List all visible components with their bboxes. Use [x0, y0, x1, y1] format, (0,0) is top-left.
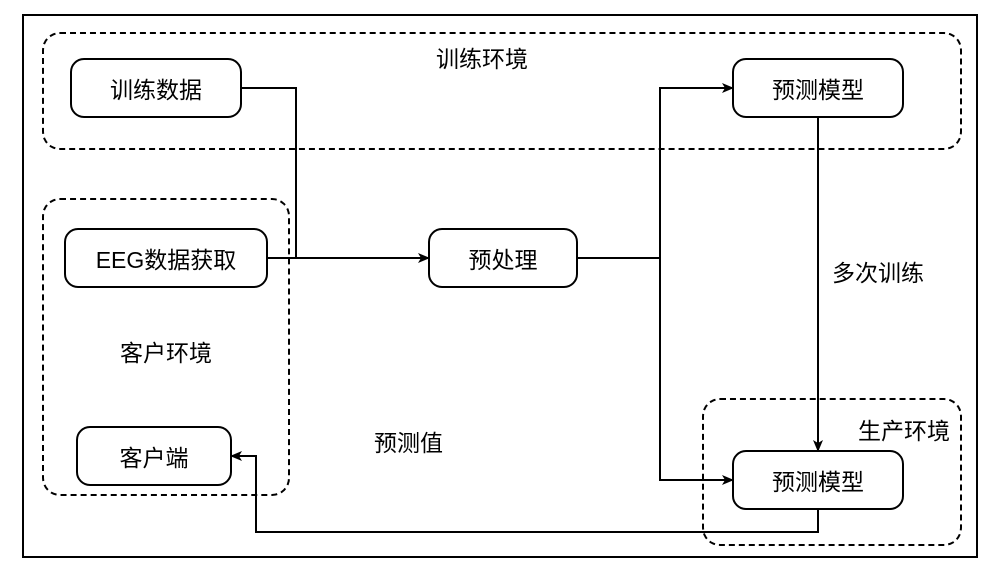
node-pred-model-b: 预测模型	[732, 450, 904, 510]
node-label: 预测模型	[772, 463, 864, 497]
node-preprocess: 预处理	[428, 228, 578, 288]
node-label: 预处理	[469, 241, 538, 275]
outer-frame: 训练数据 预测模型 EEG数据获取 预处理 客户端 预测模型 训练环境 客户环境…	[22, 14, 978, 558]
node-client: 客户端	[76, 426, 232, 486]
label-client-env: 客户环境	[120, 334, 212, 368]
node-eeg: EEG数据获取	[64, 228, 268, 288]
node-train-data: 训练数据	[70, 58, 242, 118]
node-label: 训练数据	[110, 71, 202, 105]
label-training-env: 训练环境	[436, 40, 528, 74]
node-label: 客户端	[120, 439, 189, 473]
node-pred-model-a: 预测模型	[732, 58, 904, 118]
label-prod-env: 生产环境	[858, 412, 950, 446]
label-multi-train: 多次训练	[832, 254, 924, 288]
node-label: EEG数据获取	[96, 241, 237, 275]
label-pred-value: 预测值	[374, 424, 443, 458]
node-label: 预测模型	[772, 71, 864, 105]
